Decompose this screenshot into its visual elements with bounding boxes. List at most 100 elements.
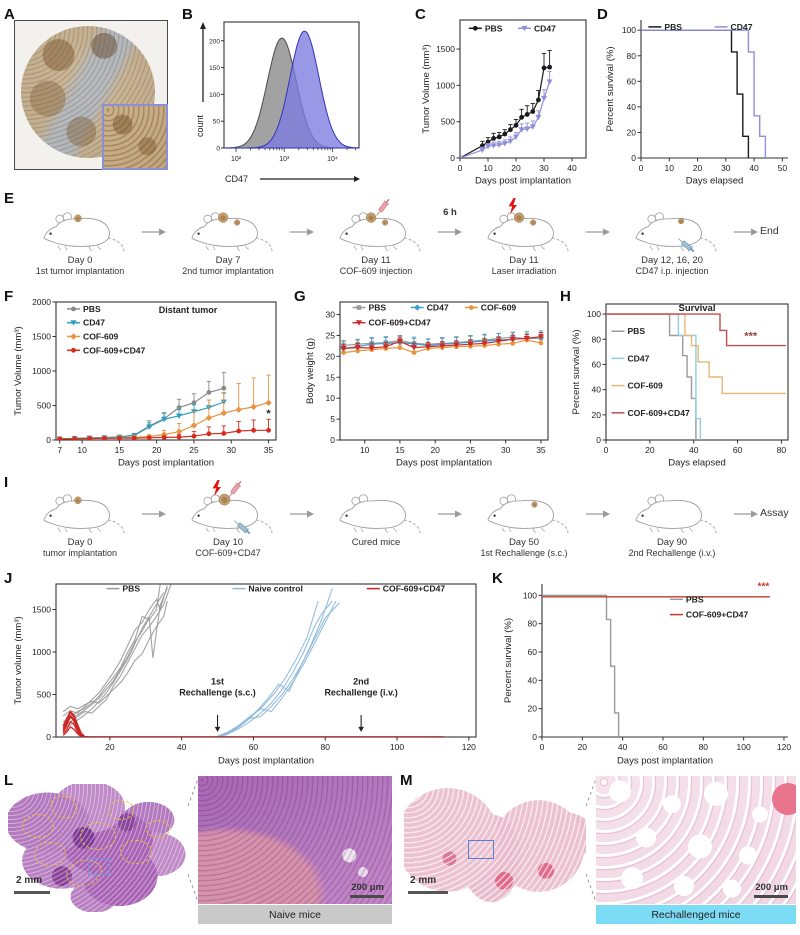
svg-text:0: 0	[216, 146, 220, 153]
svg-text:10: 10	[360, 445, 370, 455]
timeline-step: Day 10 COF-609+CD47	[166, 480, 290, 559]
svg-text:80: 80	[777, 445, 787, 455]
svg-text:1000: 1000	[436, 80, 455, 90]
svg-text:30: 30	[501, 445, 511, 455]
svg-text:COF-609: COF-609	[627, 381, 663, 391]
zoom-connector-lines	[586, 778, 596, 903]
svg-text:25: 25	[466, 445, 476, 455]
svg-text:PBS: PBS	[122, 584, 140, 594]
svg-text:40: 40	[689, 445, 699, 455]
tumor-outline	[146, 820, 170, 838]
timeline-desc-label: 2nd Rechallenge (i.v.)	[628, 548, 716, 558]
zoom-region-marker	[88, 858, 110, 875]
svg-text:10³: 10³	[279, 156, 290, 163]
timeline-step: Day 12, 16, 20 CD47 i.p. injection	[610, 198, 734, 277]
panel-f-distant-tumor-chart: 7 10 15 20 25 30 35 0 500 1000 1500 2000 Days post i…	[12, 294, 284, 469]
svg-text:20: 20	[511, 163, 521, 173]
svg-text:60: 60	[592, 359, 602, 369]
svg-text:2000: 2000	[32, 297, 51, 307]
lung-section-rechallenged: 2 mm	[404, 784, 586, 908]
tumor-outline	[108, 800, 134, 820]
svg-text:60: 60	[733, 445, 743, 455]
zoom-connector-lines	[188, 778, 198, 903]
svg-text:60: 60	[249, 742, 259, 752]
svg-text:25: 25	[326, 330, 336, 340]
svg-text:20: 20	[430, 445, 440, 455]
panel-label-i: I	[4, 474, 9, 491]
timeline-step: Day 0 1st tumor implantation	[18, 198, 142, 277]
svg-text:25: 25	[189, 445, 199, 455]
svg-text:10: 10	[483, 163, 493, 173]
svg-text:0: 0	[330, 435, 335, 445]
svg-text:Body weight (g): Body weight (g)	[305, 338, 316, 404]
svg-text:100: 100	[737, 742, 751, 752]
svg-text:100: 100	[523, 590, 537, 600]
svg-text:count: count	[195, 114, 205, 137]
svg-text:CD47: CD47	[627, 353, 649, 363]
svg-text:20: 20	[528, 704, 538, 714]
svg-text:100: 100	[209, 92, 220, 99]
mouse-icon	[169, 480, 287, 536]
panel-label-g: G	[294, 288, 306, 305]
svg-text:500: 500	[37, 401, 51, 411]
svg-text:15: 15	[395, 445, 405, 455]
svg-text:Distant tumor: Distant tumor	[159, 305, 218, 315]
svg-text:***: ***	[758, 581, 770, 592]
svg-text:Days elapsed: Days elapsed	[686, 176, 744, 187]
timeline-desc-label: COF-609 injection	[339, 266, 413, 276]
svg-text:PBS: PBS	[83, 304, 101, 314]
timeline-day-label: Day 12, 16, 20	[641, 255, 703, 266]
timeline-step: Day 0 tumor implantation	[18, 480, 142, 559]
svg-text:Tumor volume (mm³): Tumor volume (mm³)	[13, 616, 24, 704]
svg-text:40: 40	[567, 163, 577, 173]
panel-d-survival-chart: 0 10 20 30 40 50 0 20 40 60 80 100 Days elapsed Perce…	[604, 12, 796, 187]
svg-text:*: *	[266, 408, 271, 420]
timeline-end-label: End	[760, 225, 779, 237]
svg-text:PBS: PBS	[686, 594, 704, 604]
svg-text:COF-609+CD47: COF-609+CD47	[383, 584, 446, 594]
svg-text:5: 5	[330, 414, 335, 424]
svg-text:40: 40	[592, 385, 602, 395]
svg-text:Tumor Volume (mm³): Tumor Volume (mm³)	[421, 44, 432, 133]
svg-text:***: ***	[744, 330, 758, 342]
svg-text:50: 50	[213, 119, 221, 126]
zoom-scale: 200 μm	[350, 882, 384, 898]
mouse-icon	[21, 480, 139, 536]
svg-text:30: 30	[539, 163, 549, 173]
svg-text:Percent survival (%): Percent survival (%)	[503, 618, 514, 703]
svg-text:COF-609: COF-609	[481, 303, 517, 313]
svg-text:Percent survival (%): Percent survival (%)	[571, 330, 582, 415]
timeline-day-label: Day 10	[212, 537, 244, 548]
svg-text:0: 0	[46, 732, 51, 742]
mouse-icon	[21, 198, 139, 254]
svg-text:120: 120	[462, 742, 476, 752]
svg-text:500: 500	[441, 117, 455, 127]
svg-text:0: 0	[458, 163, 463, 173]
timeline-day-label: Day 11	[361, 255, 391, 266]
arrow-right-icon	[290, 480, 314, 524]
svg-text:COF-609: COF-609	[83, 332, 119, 342]
svg-text:10: 10	[77, 445, 87, 455]
svg-text:PBS: PBS	[368, 303, 386, 313]
svg-text:40: 40	[177, 742, 187, 752]
tumor-outline	[120, 840, 152, 864]
scale-bar-label: 2 mm	[16, 875, 43, 886]
lung-tissue-image	[404, 784, 586, 908]
timeline-desc-label: COF-609+CD47	[195, 548, 261, 558]
lung-zoom-image	[596, 776, 796, 904]
svg-text:100: 100	[622, 25, 636, 35]
six-hour-label: 6 h	[443, 207, 457, 218]
svg-text:20: 20	[645, 445, 655, 455]
caption-naive-mice: Naive mice	[198, 905, 392, 924]
svg-text:Days post implantation: Days post implantation	[617, 756, 713, 767]
panel-label-f: F	[4, 288, 14, 305]
svg-text:80: 80	[627, 51, 637, 61]
panel-label-a: A	[4, 6, 15, 23]
svg-text:1500: 1500	[32, 332, 51, 342]
panel-j-rechallenge-chart: 20 40 60 80 100 120 0 500 1000 1500 Days post impl…	[12, 576, 484, 767]
tumor-outline	[22, 814, 54, 838]
svg-text:CD47: CD47	[427, 303, 449, 313]
